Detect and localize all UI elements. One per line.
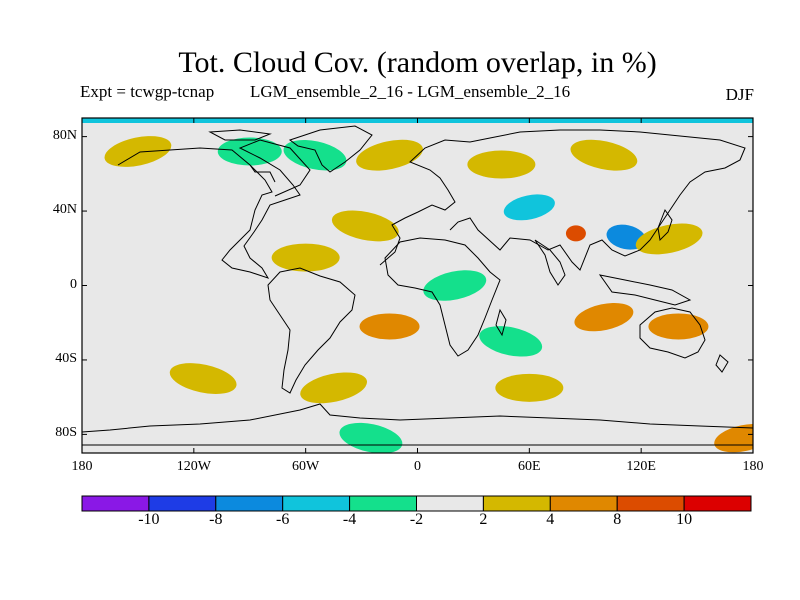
lon-tick-label: 120W: [176, 459, 211, 474]
colorbar-label: 4: [546, 511, 555, 528]
lon-tick-label: 60E: [518, 459, 541, 474]
anomaly-region: [104, 136, 172, 167]
anomaly-region: [495, 373, 564, 402]
colorbar-swatch: [215, 495, 284, 512]
anomaly-region: [359, 313, 420, 340]
colorbar-label: -2: [409, 511, 424, 528]
lat-tick-label: 80N: [52, 127, 77, 143]
colorbar-swatch: [482, 495, 551, 512]
colorbar-label: -8: [209, 511, 223, 528]
anomaly-region: [169, 363, 237, 394]
anomaly-region: [635, 223, 703, 255]
colorbar-label: 2: [479, 511, 488, 528]
colorbar-swatch: [416, 495, 484, 512]
colorbar-label: -4: [342, 511, 357, 528]
anomaly-region: [467, 150, 536, 179]
anomaly-region: [574, 302, 634, 332]
colorbar-swatch: [683, 495, 752, 512]
ensemble-label: LGM_ensemble_2_16 - LGM_ensemble_2_16: [250, 82, 571, 101]
lon-tick-label: 0: [414, 459, 421, 474]
lon-tick-label: 60W: [292, 459, 320, 474]
lon-tick-label: 120E: [626, 459, 656, 474]
season-label: DJF: [725, 85, 754, 104]
colorbar-swatch: [549, 495, 618, 512]
experiment-label: Expt = tcwgp-tcnap: [80, 82, 215, 101]
anomaly-region: [503, 194, 555, 221]
lon-tick-label: 180: [742, 459, 764, 474]
colorbar-swatch: [349, 495, 418, 512]
colorbar-swatch: [616, 495, 685, 512]
anomaly-region: [570, 139, 638, 171]
colorbar-swatch: [81, 495, 150, 512]
anomaly-region: [217, 137, 282, 166]
anomaly-region: [356, 139, 423, 171]
colorbar-label: -6: [276, 511, 290, 528]
anomaly-region: [565, 225, 586, 242]
anomaly-region: [479, 326, 543, 357]
lat-tick-label: 40N: [52, 202, 77, 218]
coastlines: [82, 125, 753, 446]
lon-tick-label: 180: [71, 459, 93, 474]
map-background: [82, 118, 753, 453]
anomaly-region: [648, 313, 709, 340]
anomaly-region: [339, 422, 403, 453]
axis-ticks: [81, 118, 754, 453]
colorbar-swatch: [148, 495, 217, 512]
colorbar-label: 8: [613, 511, 622, 528]
colorbar-swatch: [282, 495, 351, 512]
colorbar: [81, 495, 752, 512]
lat-tick-label: 40S: [55, 350, 77, 366]
colorbar-label: -10: [138, 511, 160, 528]
anomaly-region: [271, 243, 340, 272]
anomaly-region: [423, 270, 487, 301]
anomaly-region: [283, 139, 347, 171]
lat-tick-label: 0: [70, 276, 77, 292]
anomaly-region: [300, 372, 368, 404]
lat-tick-label: 80S: [55, 425, 77, 441]
anomaly-region: [331, 210, 399, 242]
map-title: Tot. Cloud Cov. (random overlap, in %): [178, 46, 657, 79]
colorbar-label: 10: [676, 511, 693, 528]
